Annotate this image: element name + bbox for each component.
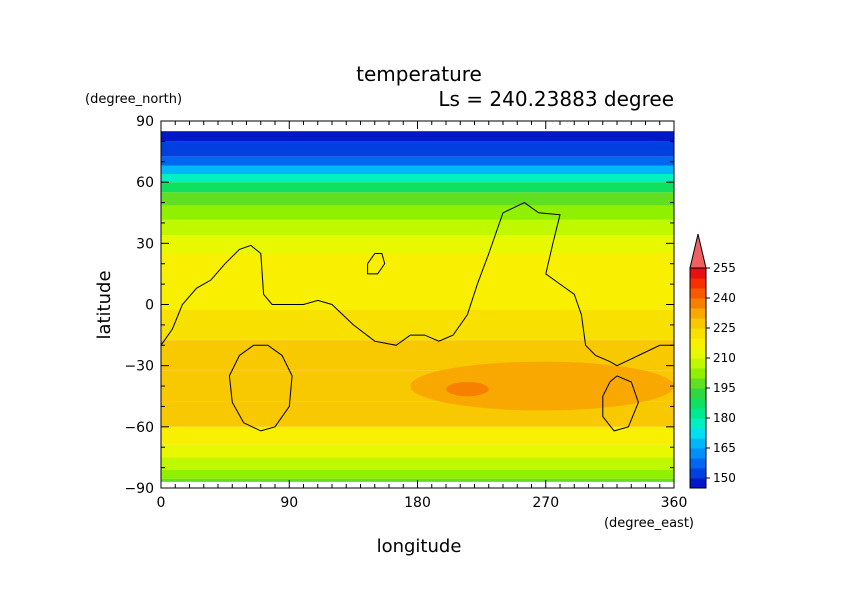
colorbar-segment: [690, 348, 706, 359]
colorbar-tick-label: 240: [713, 291, 736, 305]
heatmap-band: [161, 141, 674, 157]
heatmap-band: [161, 426, 674, 445]
heatmap-band: [161, 444, 674, 458]
colorbar-segment: [690, 438, 706, 449]
warm-regions: [410, 361, 674, 411]
colorbar-segment: [690, 368, 706, 379]
y-unit-label: (degree_north): [85, 92, 182, 107]
heatmap-band: [161, 457, 674, 470]
x-axis-label: longitude: [377, 536, 462, 557]
x-tick-label: 0: [157, 495, 166, 511]
heatmap-band: [161, 182, 674, 193]
x-tick-label: 180: [404, 495, 431, 511]
colorbar-segment: [690, 398, 706, 409]
colorbar-segment: [690, 428, 706, 439]
heatmap-band: [161, 253, 674, 280]
y-tick-label: −60: [124, 420, 154, 436]
heatmap-band: [161, 174, 674, 183]
y-tick-label: −30: [124, 359, 154, 375]
heatmap-band: [161, 205, 674, 220]
colorbar-segment: [690, 328, 706, 339]
contour-lines: [161, 202, 674, 432]
colorbar-tick-label: 255: [713, 261, 736, 275]
colorbar-tick-label: 180: [713, 411, 736, 425]
heatmap-band: [161, 279, 674, 310]
heatmap-band: [161, 131, 674, 142]
heatmap-field: [161, 131, 674, 482]
colorbar-segment: [690, 268, 706, 279]
colorbar-extend-triangle: [689, 233, 707, 269]
colorbar-segment: [690, 318, 706, 329]
colorbar-segment: [690, 408, 706, 419]
colorbar-tick-label: 225: [713, 321, 736, 335]
contour-line: [602, 375, 639, 432]
colorbar: 150 165 180 195 210 225 240 255: [689, 233, 736, 489]
colorbar-segment: [690, 338, 706, 349]
colorbar-tick-label: 150: [713, 471, 736, 485]
colorbar-segment: [690, 458, 706, 469]
colorbar-tick-label: 165: [713, 441, 736, 455]
warm-region: [446, 381, 489, 397]
colorbar-tick-label: 210: [713, 351, 736, 365]
colorbar-segment: [690, 378, 706, 389]
colorbar-segment: [690, 298, 706, 309]
colorbar-segment: [690, 468, 706, 479]
y-tick-label: 0: [145, 298, 154, 314]
heatmap-band: [161, 235, 674, 254]
warm-region: [410, 361, 674, 411]
colorbar-segment: [690, 418, 706, 429]
heatmap-band: [161, 156, 674, 166]
x-tick-label: 360: [661, 495, 688, 511]
y-axis-label: latitude: [94, 270, 115, 339]
colorbar-frame: [689, 267, 707, 489]
y-tick-label: 60: [136, 175, 154, 191]
chart-subtitle: Ls = 240.23883 degree: [438, 87, 674, 111]
x-unit-label: (degree_east): [604, 516, 694, 531]
colorbar-segment: [690, 358, 706, 369]
colorbar-segment: [690, 278, 706, 289]
colorbar-segment: [690, 308, 706, 319]
x-tick-label: 270: [532, 495, 559, 511]
y-tick-label: −90: [124, 481, 154, 497]
colorbar-tick-label: 195: [713, 381, 736, 395]
x-tick-label: 90: [280, 495, 298, 511]
colorbar-segment: [690, 478, 706, 489]
contour-line: [161, 202, 674, 367]
heatmap-band: [161, 469, 674, 479]
y-axis-ticks: 90 60 30 0 −30 −60 −90: [124, 114, 674, 497]
colorbar-segment: [690, 448, 706, 459]
colorbar-segment: [690, 388, 706, 399]
heatmap-band: [161, 165, 674, 175]
y-tick-label: 30: [136, 236, 154, 252]
heatmap-band: [161, 192, 674, 206]
y-tick-label: 90: [136, 114, 154, 130]
chart-title: temperature: [356, 62, 482, 86]
contour-line: [367, 253, 386, 275]
contour-line: [228, 344, 293, 432]
heatmap-band: [161, 219, 674, 236]
colorbar-segment: [690, 288, 706, 299]
x-axis-ticks: 0 90 180 270 360: [157, 121, 688, 511]
